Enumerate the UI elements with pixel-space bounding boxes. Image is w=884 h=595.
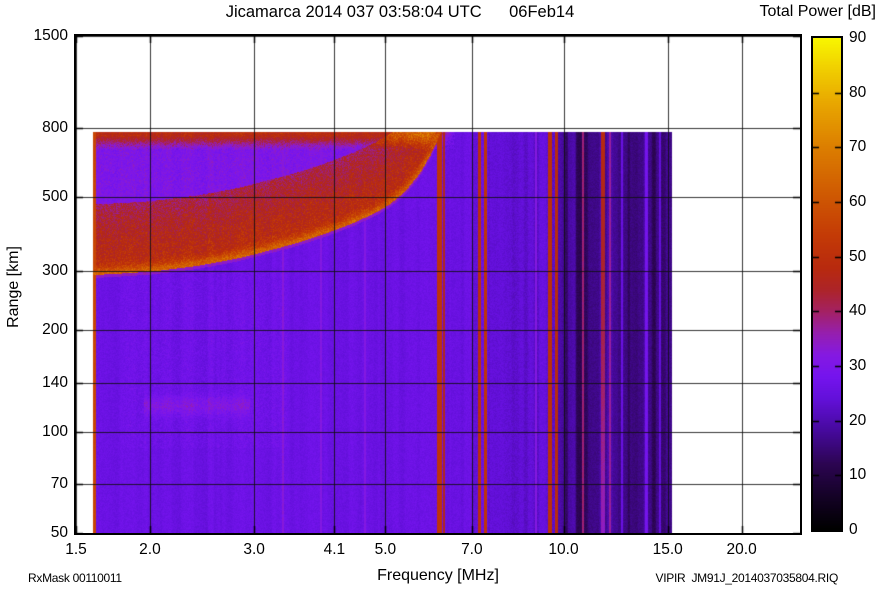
y-tick-label: 100 xyxy=(42,422,68,440)
x-tick-label: 15.0 xyxy=(652,541,683,558)
colorbar-title: Total Power [dB] xyxy=(759,3,877,20)
plot-frame xyxy=(74,34,802,535)
data-file-name: VIPIR JM91J_2014037035804.RIQ xyxy=(655,571,839,585)
colorbar-canvas xyxy=(813,38,841,530)
y-tick-label: 800 xyxy=(42,118,68,136)
y-tick-label: 1500 xyxy=(33,27,68,44)
x-tick-label: 2.0 xyxy=(139,541,161,558)
x-tick-label: 1.5 xyxy=(65,541,87,558)
x-axis-label: Frequency [MHz] xyxy=(377,567,499,584)
colorbar-tick-label: 10 xyxy=(849,466,867,484)
y-tick-label: 50 xyxy=(50,524,68,541)
y-tick-label: 200 xyxy=(42,321,68,339)
x-tick-label: 4.1 xyxy=(323,541,346,558)
y-tick-label: 300 xyxy=(42,262,68,280)
colorbar-tick-label: 80 xyxy=(849,83,867,101)
colorbar-tick-label: 90 xyxy=(849,29,867,46)
y-axis-label: Range [km] xyxy=(5,246,22,328)
x-tick-label: 7.0 xyxy=(461,541,483,558)
colorbar-tick-label: 60 xyxy=(849,193,867,210)
x-tick-label: 5.0 xyxy=(374,541,397,558)
plot-title: Jicamarca 2014 037 03:58:04 UTC 06Feb14 xyxy=(225,3,575,21)
colorbar-tick-label: 50 xyxy=(849,247,867,265)
x-tick-label: 10.0 xyxy=(548,541,579,558)
colorbar-tick-label: 0 xyxy=(849,521,858,538)
y-tick-label: 140 xyxy=(42,373,68,391)
x-tick-label: 3.0 xyxy=(243,541,265,558)
y-tick-label: 500 xyxy=(42,187,68,205)
colorbar-tick-label: 30 xyxy=(849,357,867,374)
colorbar-tick-label: 70 xyxy=(849,138,867,156)
x-tick-label: 20.0 xyxy=(726,541,757,558)
ionogram-heatmap-canvas xyxy=(76,36,800,533)
colorbar-frame xyxy=(811,36,843,532)
rx-mask-text: RxMask 00110011 xyxy=(28,571,122,585)
y-tick-label: 70 xyxy=(50,474,68,492)
colorbar-tick-label: 20 xyxy=(849,411,867,429)
colorbar-tick-label: 40 xyxy=(849,302,867,320)
